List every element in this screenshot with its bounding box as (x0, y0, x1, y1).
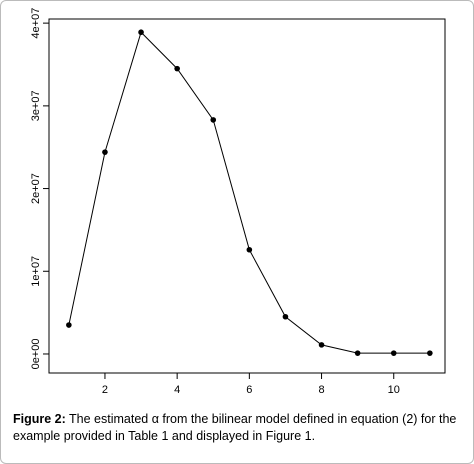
data-point (138, 29, 144, 36)
data-point (354, 350, 361, 356)
x-tick-label: 6 (246, 384, 252, 396)
x-tick-label: 2 (102, 384, 108, 396)
caption: Figure 2: The estimated α from the bilin… (13, 411, 463, 445)
data-point (174, 65, 180, 72)
x-tick-label: 4 (174, 384, 180, 396)
data-point (427, 350, 433, 356)
data-point (390, 350, 397, 356)
data-point (66, 322, 72, 328)
x-tick-label: 10 (388, 384, 400, 396)
y-tick-label: 4e+07 (30, 8, 42, 39)
y-tick-label: 1e+07 (30, 256, 42, 287)
caption-text: The estimated α from the bilinear model … (13, 412, 457, 443)
data-point (282, 313, 289, 320)
data-line (68, 31, 430, 354)
data-point (102, 149, 108, 155)
plot-frame (48, 18, 446, 374)
chart: 0e+00 1e+07 2e+07 3e+07 4e+07 2 4 6 8 10 (30, 8, 446, 396)
data-point (210, 117, 217, 123)
y-tick-label: 2e+07 (30, 173, 42, 204)
y-tick-label: 3e+07 (30, 90, 42, 121)
x-tick-label: 8 (318, 384, 324, 396)
y-tick-label: 0e+00 (30, 339, 42, 370)
data-point (318, 342, 325, 348)
caption-label: Figure 2: (13, 412, 66, 426)
data-point (246, 246, 253, 253)
